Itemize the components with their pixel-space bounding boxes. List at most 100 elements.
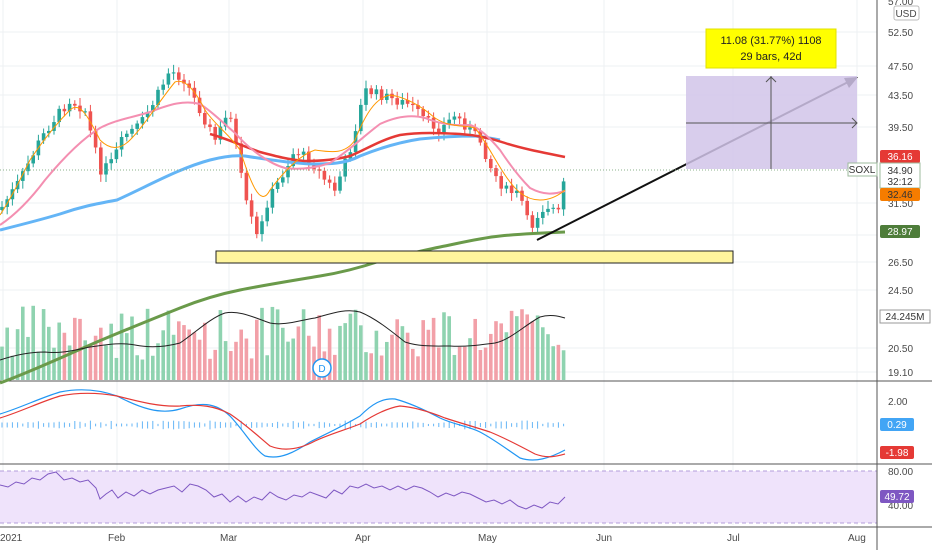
price-tag-last: 34.90 32:12 — [879, 162, 921, 189]
candle-body — [218, 126, 223, 140]
candle-body — [119, 137, 124, 150]
candle-body — [83, 111, 87, 113]
candle-body — [405, 99, 410, 104]
currency-label: USD — [895, 9, 916, 20]
time-label: Jul — [727, 533, 740, 544]
ema-fast-line — [0, 80, 566, 216]
currency-badge[interactable]: USD — [893, 5, 920, 21]
volume-bar — [260, 307, 264, 380]
candle-body — [494, 168, 498, 177]
candle-body — [182, 79, 186, 84]
candle-body — [140, 117, 145, 124]
candle-body — [47, 130, 51, 134]
time-axis[interactable]: 2021 Feb Mar Apr May Jun Jul Aug — [0, 533, 866, 544]
volume-bar — [457, 346, 462, 380]
symbol-label: SOXL — [849, 165, 876, 176]
svg-text:24.245M: 24.245M — [886, 312, 925, 323]
candle-body — [104, 163, 108, 175]
candle-body — [338, 176, 342, 191]
volume-bar — [275, 309, 280, 380]
measure-right-arrow — [851, 117, 858, 129]
volume-bar — [0, 346, 4, 380]
candle-body — [156, 89, 160, 106]
candle-body — [489, 158, 493, 169]
candle-body — [73, 103, 77, 106]
price-axis[interactable]: 57.00 52.50 47.50 43.50 39.50 31.50 26.5… — [888, 0, 913, 512]
volume-bar — [291, 338, 295, 380]
price-tag-macd-signal: -1.98 — [880, 446, 914, 459]
candle-body — [208, 124, 212, 128]
volume-bar — [47, 326, 51, 380]
candle-body — [239, 143, 243, 173]
candle-body — [483, 142, 488, 159]
volume-ma-line — [0, 310, 566, 361]
volume-bar — [270, 306, 275, 380]
volume-bar — [431, 317, 436, 380]
candle-body — [416, 105, 420, 110]
candle-body — [223, 117, 228, 127]
volume-bar — [353, 309, 358, 380]
volume-bar — [31, 305, 35, 380]
volume-bar — [151, 355, 155, 380]
volume-bar — [255, 319, 259, 380]
volume-bar — [244, 338, 249, 380]
volume-bar — [208, 358, 212, 380]
candle-body — [457, 116, 462, 119]
volume-bar — [301, 309, 306, 380]
volume-bar — [281, 327, 285, 380]
symbol-tag[interactable]: SOXL — [847, 162, 878, 177]
candle-body — [509, 185, 514, 194]
candle-body — [99, 147, 103, 175]
support-zone[interactable] — [215, 250, 734, 264]
candle-body — [88, 111, 93, 131]
volume-bar — [21, 306, 25, 380]
candle-body — [166, 73, 171, 85]
volume-bar — [36, 351, 41, 380]
price-tag-rsi: 49.72 — [880, 490, 914, 503]
ma-200-green-line — [0, 230, 566, 385]
volume-bar — [473, 318, 477, 380]
candle-body — [41, 133, 46, 141]
price-label: 31.50 — [888, 199, 913, 210]
volume-bar — [509, 310, 514, 380]
rsi-axis-label: 40.00 — [888, 501, 913, 512]
measure-label-line1: 11.08 (31.77%) 1108 — [720, 35, 821, 47]
volume-bar — [421, 320, 425, 380]
candle-body — [379, 89, 384, 100]
volume-bar — [338, 325, 342, 380]
price-tag-volume-ma: 24.245M — [879, 309, 931, 324]
macd-axis-label: 2.00 — [888, 397, 908, 408]
volume-bar — [182, 325, 186, 380]
candle-body — [556, 207, 561, 210]
candle-body — [333, 182, 337, 191]
price-label: 43.50 — [888, 91, 913, 102]
candle-body — [275, 182, 280, 190]
candle-body — [307, 151, 311, 164]
price-tag-macd-hist: 0.29 — [880, 418, 914, 431]
volume-bar — [26, 336, 30, 380]
volume-bar — [489, 333, 493, 380]
volume-bar — [546, 334, 550, 380]
volume-bar — [109, 323, 113, 380]
volume-bar — [286, 341, 290, 380]
volume-bar — [379, 355, 384, 380]
candle-body — [353, 131, 358, 153]
volume-bar — [192, 332, 197, 380]
macd-signal-line — [0, 392, 566, 458]
volume-bar — [156, 343, 160, 380]
candle-body — [411, 103, 415, 106]
svg-text:0.29: 0.29 — [887, 420, 907, 431]
price-label: 47.50 — [888, 62, 913, 73]
interval-badge[interactable]: D — [312, 358, 332, 378]
candle-body — [499, 176, 503, 189]
interval-badge-label: D — [318, 364, 325, 375]
bar-countdown: 32:12 — [887, 177, 912, 188]
volume-bar — [385, 341, 389, 380]
candle-body — [535, 217, 540, 228]
volume-bar — [213, 349, 217, 380]
volume-bar — [499, 323, 503, 380]
candle-body — [296, 154, 301, 156]
volume-bar — [239, 329, 243, 380]
candle-body — [125, 133, 129, 138]
